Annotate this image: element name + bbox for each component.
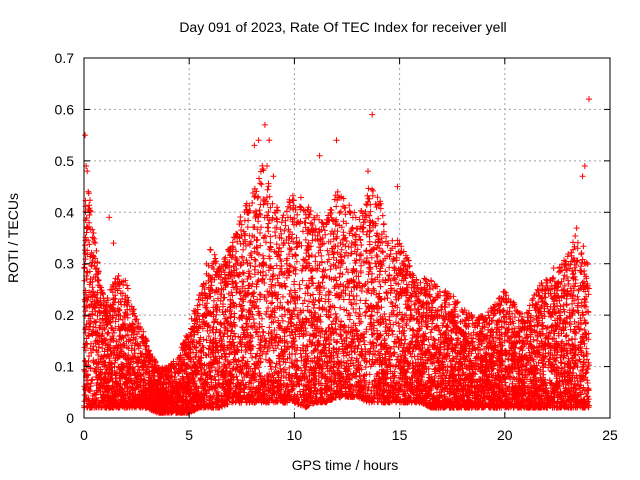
y-tick-label: 0.2	[55, 307, 75, 323]
x-tick-label: 0	[80, 427, 88, 443]
x-tick-label: 15	[392, 427, 408, 443]
x-tick-label: 5	[185, 427, 193, 443]
y-tick-label: 0.4	[55, 204, 75, 220]
y-tick-label: 0.6	[55, 101, 75, 117]
y-tick-label: 0.3	[55, 256, 75, 272]
chart-title: Day 091 of 2023, Rate Of TEC Index for r…	[179, 19, 506, 35]
data-points	[81, 96, 592, 416]
plot-frame	[83, 57, 611, 419]
y-tick-label: 0.1	[55, 359, 75, 375]
x-axis-label: GPS time / hours	[292, 457, 399, 473]
y-tick-label: 0.5	[55, 153, 75, 169]
y-axis: 0 0.1 0.2 0.3 0.4 0.5 0.6 0.7	[55, 50, 610, 426]
x-tick-label: 25	[602, 427, 618, 443]
scatter-markers	[81, 96, 592, 416]
x-axis: 0 5 10 15 20 25	[80, 58, 618, 443]
y-tick-label: 0.7	[55, 50, 75, 66]
x-tick-label: 10	[287, 427, 303, 443]
y-axis-label: ROTI / TECUs	[5, 193, 21, 283]
y-tick-label: 0	[66, 410, 74, 426]
x-tick-label: 20	[497, 427, 513, 443]
